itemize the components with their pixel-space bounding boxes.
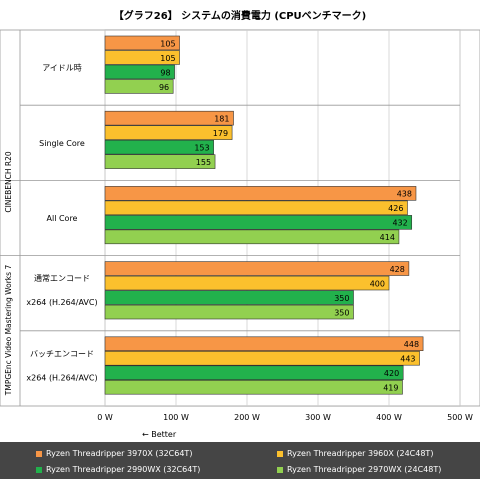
x-tick-label: 0 W — [97, 413, 113, 422]
category-label: 通常エンコード — [34, 273, 90, 283]
category-label: Single Core — [39, 139, 85, 148]
bar-value-label: 419 — [383, 384, 398, 393]
x-tick-label: 500 W — [447, 413, 473, 422]
bar-value-label: 350 — [334, 294, 349, 303]
bar-value-label: 426 — [388, 204, 403, 213]
legend-label: Ryzen Threadripper 3970X (32C64T) — [46, 449, 193, 458]
bar-value-label: 181 — [214, 114, 229, 123]
legend-item-3970x: Ryzen Threadripper 3970X (32C64T) — [36, 449, 192, 458]
bar — [104, 215, 413, 230]
bars — [104, 35, 424, 395]
category-sublabel: x264 (H.264/AVC) — [26, 298, 97, 307]
category-labels: アイドル時 Single Core All Core 通常エンコード x264 (H.2… — [26, 64, 97, 383]
bar — [104, 336, 424, 351]
bar — [104, 154, 216, 169]
bar — [104, 304, 354, 320]
category-label: All Core — [47, 214, 78, 223]
legend-item-2970wx: Ryzen Threadripper 2970WX (24C48T) — [277, 465, 441, 474]
bar — [104, 79, 174, 94]
bar — [104, 64, 175, 80]
legend-label: Ryzen Threadripper 2970WX (24C48T) — [287, 465, 442, 474]
bar-value-label: 428 — [390, 265, 405, 274]
legend-item-3960x: Ryzen Threadripper 3960X (24C48T) — [277, 449, 433, 458]
x-tick-label: 400 W — [376, 413, 402, 422]
bar — [104, 35, 180, 51]
x-tick-label: 200 W — [234, 413, 260, 422]
group-label-cinebench: CINEBENCH R20 — [4, 151, 13, 213]
bar — [104, 229, 400, 245]
bar — [104, 365, 404, 380]
legend-swatch — [277, 466, 283, 473]
bar-value-label: 432 — [392, 219, 407, 228]
bar — [104, 290, 354, 305]
bar-value-label: 155 — [196, 158, 211, 167]
bar — [104, 350, 420, 366]
category-sublabel: x264 (H.264/AVC) — [26, 373, 97, 382]
bar-value-label: 400 — [370, 279, 385, 288]
bar — [104, 186, 417, 201]
bar-value-label: 448 — [404, 340, 419, 349]
chart-title: 【グラフ26】 システムの消費電力 (CPUベンチマーク) — [114, 9, 367, 22]
bar-value-label: 153 — [194, 143, 209, 152]
legend-swatch — [36, 466, 42, 473]
bar-value-label: 350 — [334, 308, 349, 317]
legend-item-2990wx: Ryzen Threadripper 2990WX (32C64T) — [36, 465, 200, 474]
legend-label: Ryzen Threadripper 2990WX (32C64T) — [46, 465, 201, 474]
legend: Ryzen Threadripper 3970X (32C64T) Ryzen … — [0, 442, 480, 479]
x-tick-label: 100 W — [163, 413, 189, 422]
bar-value-label: 105 — [160, 54, 175, 63]
bar — [104, 125, 233, 140]
x-tick-label: 300 W — [305, 413, 331, 422]
better-note: ← Better — [142, 430, 177, 439]
bar-value-label: 443 — [400, 355, 415, 364]
bar — [104, 275, 390, 291]
bar — [104, 200, 408, 216]
bar — [104, 261, 410, 276]
x-axis-ticks: 0 W 100 W 200 W 300 W 400 W 500 W — [97, 413, 473, 422]
bar — [104, 379, 403, 395]
legend-label: Ryzen Threadripper 3960X (24C48T) — [287, 449, 434, 458]
bar-value-labels: 105 105 98 96 181 179 153 155 438 426 432 414 428 400… — [159, 39, 419, 392]
bar-value-label: 420 — [384, 369, 399, 378]
bar-value-label: 96 — [159, 83, 169, 92]
bar-value-label: 105 — [160, 39, 175, 48]
group-label-tmpgenc: TMPGEnc Video Mastering Works 7 — [4, 265, 13, 397]
bar — [104, 50, 180, 65]
category-label: アイドル時 — [42, 64, 82, 73]
bar-value-label: 98 — [160, 68, 170, 77]
legend-swatch — [277, 450, 283, 457]
legend-swatch — [36, 450, 42, 457]
bar — [104, 139, 214, 155]
bar-value-label: 438 — [397, 190, 412, 199]
bar-value-label: 414 — [380, 233, 395, 242]
chart-area: 【グラフ26】 システムの消費電力 (CPUベンチマーク) 105 105 98 96… — [0, 9, 480, 439]
bar-value-label: 179 — [213, 129, 228, 138]
bar — [104, 110, 234, 126]
category-label: バッチエンコード — [30, 349, 94, 358]
